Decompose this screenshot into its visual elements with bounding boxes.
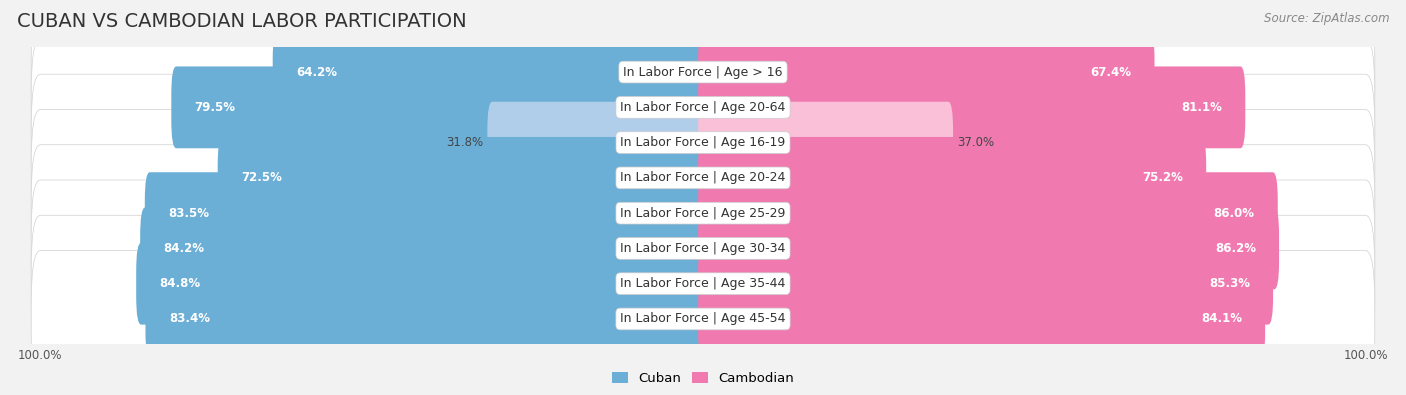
FancyBboxPatch shape — [488, 102, 707, 184]
Text: 84.2%: 84.2% — [163, 242, 204, 255]
Text: Source: ZipAtlas.com: Source: ZipAtlas.com — [1264, 12, 1389, 25]
Text: In Labor Force | Age 25-29: In Labor Force | Age 25-29 — [620, 207, 786, 220]
FancyBboxPatch shape — [699, 66, 1246, 148]
FancyBboxPatch shape — [699, 102, 953, 184]
Text: 31.8%: 31.8% — [446, 136, 484, 149]
Text: 84.1%: 84.1% — [1201, 312, 1241, 325]
Text: 75.2%: 75.2% — [1142, 171, 1182, 184]
Text: In Labor Force | Age 30-34: In Labor Force | Age 30-34 — [620, 242, 786, 255]
FancyBboxPatch shape — [699, 31, 1154, 113]
Text: 64.2%: 64.2% — [297, 66, 337, 79]
Text: 83.5%: 83.5% — [169, 207, 209, 220]
FancyBboxPatch shape — [218, 137, 707, 219]
Text: CUBAN VS CAMBODIAN LABOR PARTICIPATION: CUBAN VS CAMBODIAN LABOR PARTICIPATION — [17, 12, 467, 31]
Text: In Labor Force | Age 20-24: In Labor Force | Age 20-24 — [620, 171, 786, 184]
FancyBboxPatch shape — [699, 172, 1278, 254]
FancyBboxPatch shape — [31, 39, 1375, 176]
Text: 85.3%: 85.3% — [1209, 277, 1250, 290]
FancyBboxPatch shape — [699, 278, 1265, 360]
FancyBboxPatch shape — [31, 109, 1375, 246]
FancyBboxPatch shape — [699, 137, 1206, 219]
Text: 86.2%: 86.2% — [1215, 242, 1256, 255]
FancyBboxPatch shape — [145, 172, 707, 254]
Legend: Cuban, Cambodian: Cuban, Cambodian — [607, 367, 799, 390]
Text: 67.4%: 67.4% — [1090, 66, 1132, 79]
FancyBboxPatch shape — [172, 66, 707, 148]
FancyBboxPatch shape — [273, 31, 707, 113]
FancyBboxPatch shape — [31, 180, 1375, 317]
Text: In Labor Force | Age > 16: In Labor Force | Age > 16 — [623, 66, 783, 79]
Text: 86.0%: 86.0% — [1213, 207, 1254, 220]
FancyBboxPatch shape — [699, 243, 1272, 325]
Text: In Labor Force | Age 20-64: In Labor Force | Age 20-64 — [620, 101, 786, 114]
FancyBboxPatch shape — [136, 243, 707, 325]
Text: 79.5%: 79.5% — [194, 101, 236, 114]
FancyBboxPatch shape — [31, 74, 1375, 211]
FancyBboxPatch shape — [141, 207, 707, 289]
FancyBboxPatch shape — [31, 145, 1375, 282]
FancyBboxPatch shape — [31, 250, 1375, 387]
Text: 37.0%: 37.0% — [957, 136, 994, 149]
Text: 84.8%: 84.8% — [159, 277, 201, 290]
FancyBboxPatch shape — [145, 278, 707, 360]
FancyBboxPatch shape — [31, 215, 1375, 352]
Text: In Labor Force | Age 16-19: In Labor Force | Age 16-19 — [620, 136, 786, 149]
Text: 83.4%: 83.4% — [169, 312, 209, 325]
Text: In Labor Force | Age 45-54: In Labor Force | Age 45-54 — [620, 312, 786, 325]
FancyBboxPatch shape — [699, 207, 1279, 289]
Text: 72.5%: 72.5% — [240, 171, 281, 184]
Text: In Labor Force | Age 35-44: In Labor Force | Age 35-44 — [620, 277, 786, 290]
FancyBboxPatch shape — [31, 4, 1375, 141]
Text: 81.1%: 81.1% — [1181, 101, 1222, 114]
